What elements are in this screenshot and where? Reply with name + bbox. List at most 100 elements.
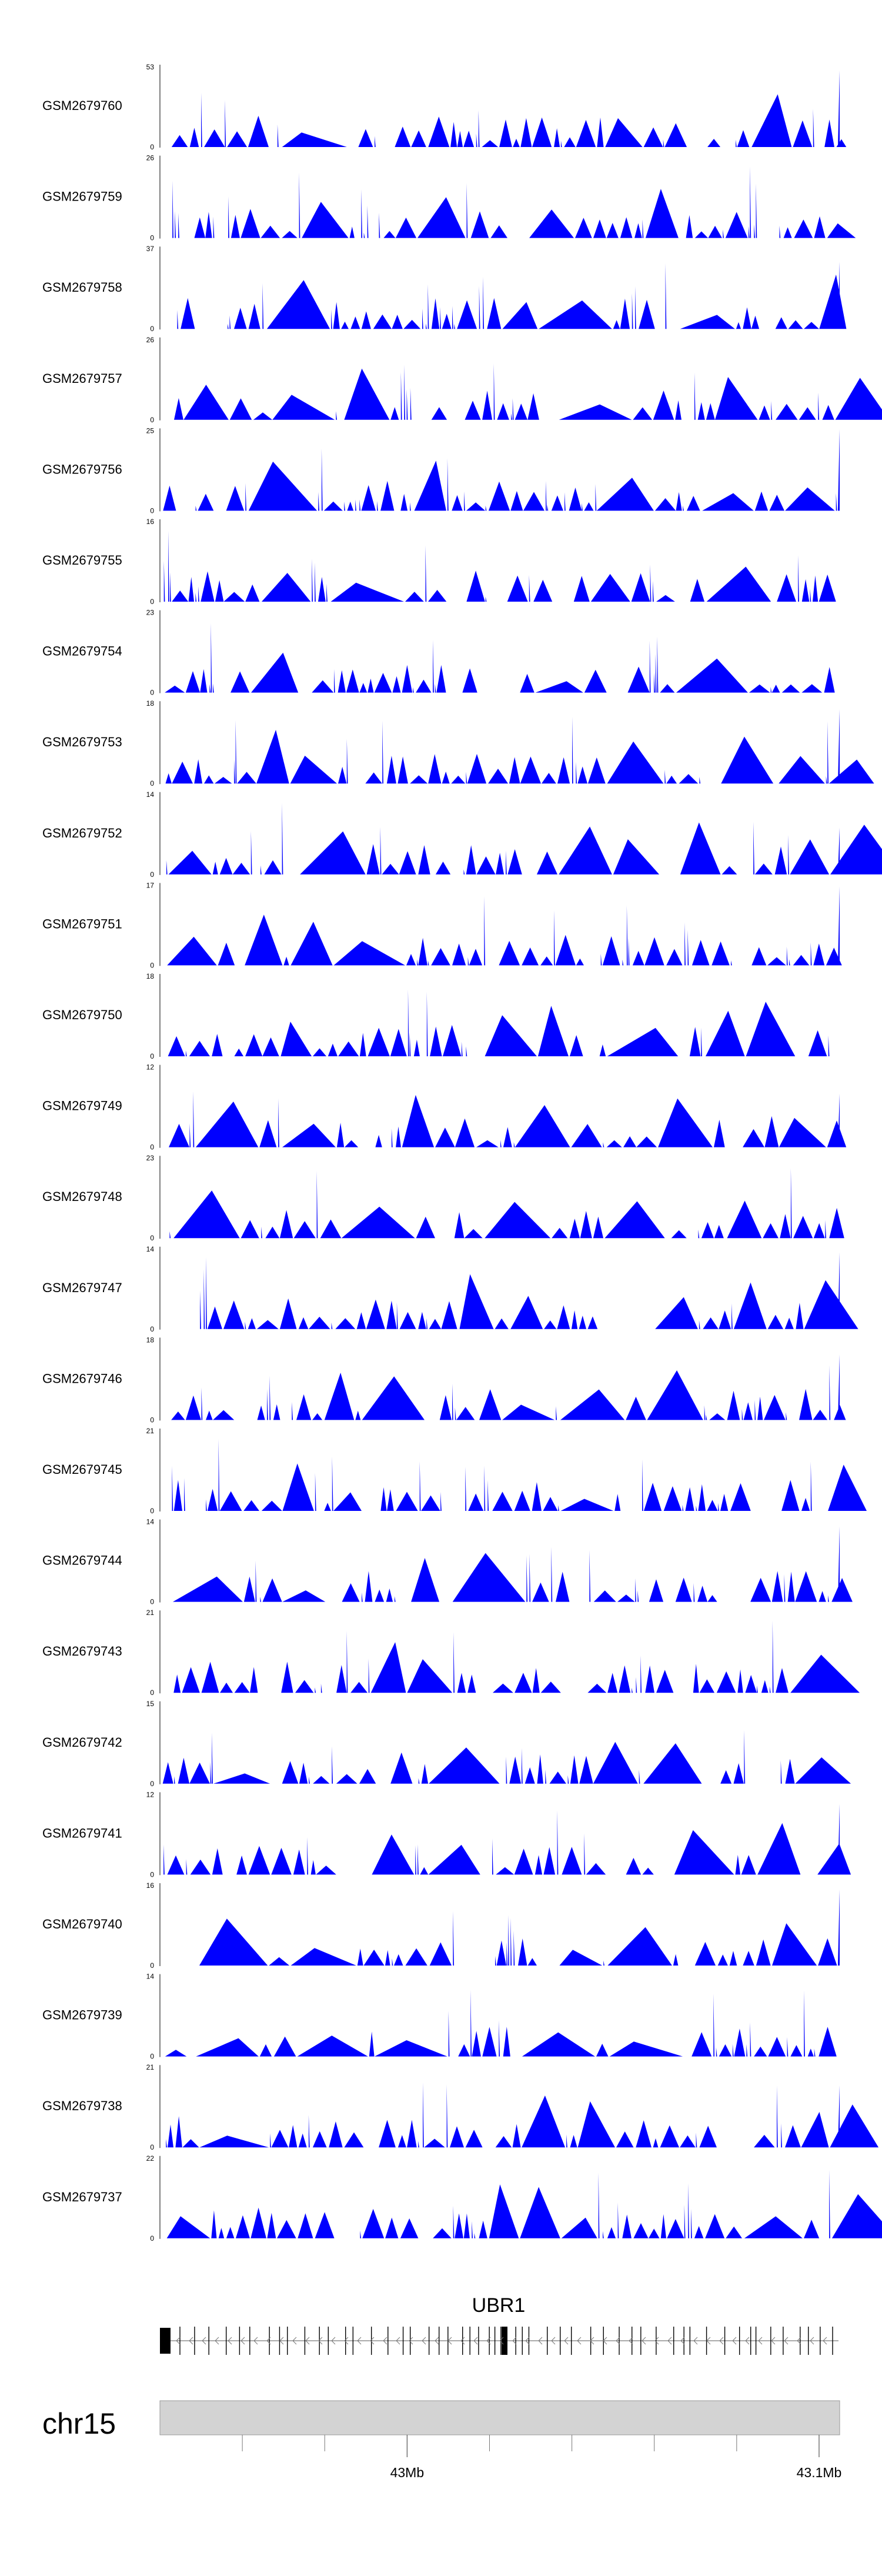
strand-arrow-icon [331,2337,336,2345]
strand-arrow-icon [266,2337,271,2345]
strand-arrow-icon [435,2337,439,2345]
strand-arrow-icon [784,2337,789,2345]
track-GSM2679756: GSM2679756 25 0 [42,426,840,515]
strand-arrow-icon [745,2337,750,2345]
y-min-label: 0 [150,2143,154,2151]
track-label: GSM2679756 [42,462,122,476]
y-max-label: 23 [146,1154,155,1162]
y-min-label: 0 [150,1143,154,1152]
strand-arrow-icon [512,2337,517,2345]
strand-arrow-icon [396,2337,400,2345]
strand-arrow-icon [228,2337,232,2345]
track-GSM2679748: GSM2679748 23 0 [42,1154,844,1242]
strand-arrow-icon [564,2337,569,2345]
y-max-label: 21 [146,1609,155,1617]
y-max-label: 25 [146,426,155,435]
strand-arrow-icon [823,2337,827,2345]
strand-arrow-icon [460,2337,465,2345]
gene-exon-large [502,2327,507,2355]
track-GSM2679740: GSM2679740 16 0 [42,1881,840,1970]
strand-arrow-icon [525,2337,530,2345]
y-min-label: 0 [150,1689,154,1697]
track-label: GSM2679759 [42,189,122,204]
y-max-label: 23 [146,609,155,617]
track-label: GSM2679743 [42,1644,122,1659]
coverage-area-GSM2679749 [160,1091,847,1147]
track-label: GSM2679740 [42,1917,122,1931]
coverage-area-GSM2679743 [160,1620,860,1693]
y-max-label: 53 [146,63,155,71]
y-max-label: 14 [146,1518,155,1526]
y-min-label: 0 [150,1052,154,1060]
track-GSM2679758: GSM2679758 37 0 [42,245,847,333]
y-max-label: 26 [146,154,155,162]
y-min-label: 0 [150,1234,154,1242]
y-min-label: 0 [150,416,154,424]
coverage-tracks: GSM2679760530GSM2679759260GSM2679758370G… [42,63,882,2243]
track-GSM2679737: GSM2679737 22 0 [42,2154,882,2243]
track-label: GSM2679748 [42,1189,122,1204]
y-min-label: 0 [150,1325,154,1333]
coverage-area-GSM2679748 [160,1168,844,1239]
track-GSM2679755: GSM2679755 16 0 [42,518,840,606]
strand-arrow-icon [215,2337,219,2345]
track-GSM2679759: GSM2679759 26 0 [42,154,856,242]
track-GSM2679746: GSM2679746 18 0 [42,1336,846,1424]
y-min-label: 0 [150,1961,154,1970]
coverage-area-GSM2679744 [160,1526,853,1602]
y-max-label: 14 [146,1245,155,1253]
strand-arrow-icon [422,2337,426,2345]
y-min-label: 0 [150,961,154,969]
strand-arrow-icon [486,2337,491,2345]
strand-arrow-icon [719,2337,724,2345]
strand-arrow-icon [473,2337,478,2345]
axis-tick-label: 43Mb [390,2465,425,2480]
track-label: GSM2679753 [42,735,122,749]
y-max-label: 14 [146,1973,155,1981]
y-max-label: 22 [146,2154,155,2163]
track-label: GSM2679739 [42,2008,122,2023]
strand-arrow-icon [732,2337,737,2345]
track-GSM2679741: GSM2679741 12 0 [42,1790,851,1878]
coverage-area-GSM2679742 [160,1730,851,1784]
y-max-label: 21 [146,1427,155,1435]
coverage-area-GSM2679753 [160,709,874,784]
track-GSM2679745: GSM2679745 21 0 [42,1427,867,1515]
strand-arrow-icon [409,2337,413,2345]
track-label: GSM2679760 [42,98,122,113]
track-label: GSM2679751 [42,916,122,931]
strand-arrow-icon [797,2337,801,2345]
strand-arrow-icon [771,2337,776,2345]
strand-arrow-icon [253,2337,258,2345]
y-min-label: 0 [150,1598,154,1606]
y-min-label: 0 [150,234,154,242]
track-label: GSM2679742 [42,1735,122,1750]
y-min-label: 0 [150,689,154,697]
track-GSM2679744: GSM2679744 14 0 [42,1518,853,1606]
track-GSM2679742: GSM2679742 15 0 [42,1700,851,1788]
coverage-area-GSM2679751 [160,886,842,966]
y-min-label: 0 [150,506,154,515]
y-min-label: 0 [150,2053,154,2061]
strand-arrow-icon [577,2337,582,2345]
coverage-area-GSM2679746 [160,1354,846,1420]
coverage-area-GSM2679756 [160,429,840,511]
coverage-area-GSM2679752 [160,803,882,875]
coverage-area-GSM2679741 [160,1804,851,1875]
track-label: GSM2679750 [42,1007,122,1022]
gene-model-ubr1: UBR1 [160,2294,838,2355]
track-label: GSM2679744 [42,1553,122,1568]
track-label: GSM2679747 [42,1280,122,1295]
track-label: GSM2679755 [42,553,122,568]
strand-arrow-icon [654,2337,659,2345]
axis-tick-label: 43.1Mb [797,2465,842,2480]
coverage-area-GSM2679750 [160,989,840,1056]
strand-arrow-icon [447,2337,452,2345]
y-min-label: 0 [150,1416,154,1424]
strand-arrow-icon [383,2337,387,2345]
track-label: GSM2679757 [42,371,122,386]
strand-arrow-icon [370,2337,375,2345]
gene-exon-first [160,2328,171,2354]
y-max-label: 16 [146,518,155,526]
strand-arrow-icon [693,2337,698,2345]
